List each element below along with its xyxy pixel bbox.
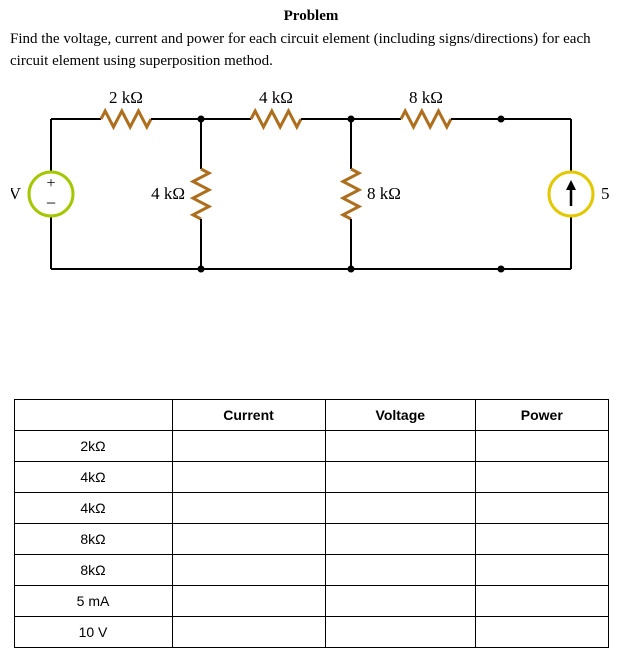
table-row: 4kΩ — [14, 461, 608, 492]
row-label: 10 V — [14, 616, 172, 647]
svg-text:4 kΩ: 4 kΩ — [259, 88, 293, 107]
row-label: 8kΩ — [14, 523, 172, 554]
table-row: 8kΩ — [14, 523, 608, 554]
table-header-current: Current — [172, 399, 325, 430]
table-header-blank — [14, 399, 172, 430]
row-label: 4kΩ — [14, 461, 172, 492]
cell — [476, 616, 608, 647]
cell — [325, 585, 476, 616]
row-label: 4kΩ — [14, 492, 172, 523]
cell — [476, 461, 608, 492]
svg-text:4 kΩ: 4 kΩ — [151, 184, 185, 203]
cell — [476, 492, 608, 523]
table-row: 4kΩ — [14, 492, 608, 523]
table-header-power: Power — [476, 399, 608, 430]
cell — [325, 430, 476, 461]
cell — [172, 616, 325, 647]
cell — [325, 492, 476, 523]
svg-text:−: − — [46, 193, 56, 213]
cell — [325, 616, 476, 647]
cell — [172, 585, 325, 616]
svg-text:5 mA: 5 mA — [601, 184, 611, 203]
svg-text:8 kΩ: 8 kΩ — [367, 184, 401, 203]
svg-text:10 V: 10 V — [11, 184, 22, 203]
cell — [325, 523, 476, 554]
cell — [325, 554, 476, 585]
table-header-voltage: Voltage — [325, 399, 476, 430]
cell — [172, 492, 325, 523]
cell — [325, 461, 476, 492]
cell — [476, 523, 608, 554]
cell — [476, 430, 608, 461]
cell — [172, 430, 325, 461]
problem-prompt: Find the voltage, current and power for … — [10, 29, 612, 73]
svg-text:8 kΩ: 8 kΩ — [409, 88, 443, 107]
svg-text:2 kΩ: 2 kΩ — [109, 88, 143, 107]
row-label: 5 mA — [14, 585, 172, 616]
problem-title: Problem — [10, 8, 612, 25]
row-label: 2kΩ — [14, 430, 172, 461]
cell — [172, 461, 325, 492]
svg-text:+: + — [46, 175, 55, 192]
cell — [172, 523, 325, 554]
results-table: Current Voltage Power 2kΩ4kΩ4kΩ8kΩ8kΩ5 m… — [14, 399, 609, 648]
table-row: 5 mA — [14, 585, 608, 616]
cell — [476, 585, 608, 616]
circuit-diagram: +− 10 V 2 kΩ 4 kΩ 8 kΩ 4 kΩ 8 kΩ 5 mA — [11, 79, 611, 309]
table-row: 10 V — [14, 616, 608, 647]
cell — [476, 554, 608, 585]
cell — [172, 554, 325, 585]
table-row: 2kΩ — [14, 430, 608, 461]
table-row: 8kΩ — [14, 554, 608, 585]
row-label: 8kΩ — [14, 554, 172, 585]
